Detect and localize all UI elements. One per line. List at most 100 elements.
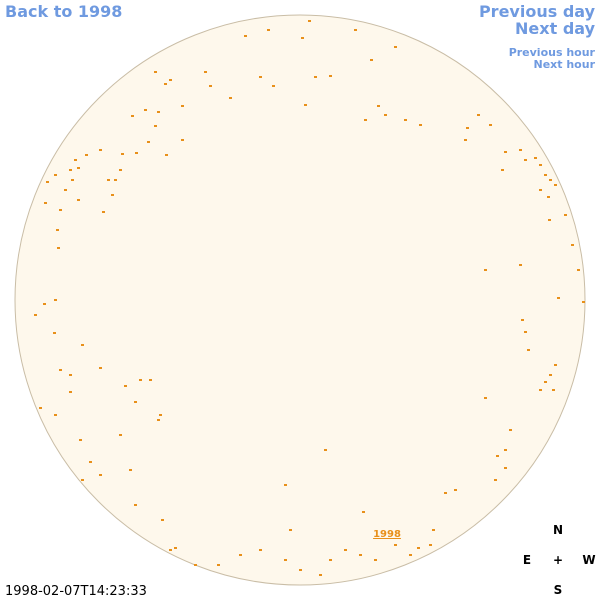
sunspot — [71, 179, 74, 181]
sunspot — [157, 111, 160, 113]
sunspot — [384, 114, 387, 116]
sunspot — [484, 397, 487, 399]
sunspot — [43, 303, 46, 305]
sunspot — [477, 114, 480, 116]
sunspot — [301, 37, 304, 39]
sunspot — [454, 489, 457, 491]
sunspot — [419, 124, 422, 126]
sunspot — [259, 76, 262, 78]
sunspot — [69, 391, 72, 393]
sunspot — [544, 174, 547, 176]
sunspot — [56, 229, 59, 231]
sunspot — [324, 449, 327, 451]
sunspot — [204, 71, 207, 73]
sunspot — [549, 374, 552, 376]
sunspot — [504, 467, 507, 469]
next-day-link[interactable]: Next day — [515, 19, 596, 38]
sunspot — [209, 85, 212, 87]
sunspot — [521, 319, 524, 321]
sunspot — [259, 549, 262, 551]
sunspot — [99, 367, 102, 369]
sunspot — [217, 564, 220, 566]
sunspot — [169, 549, 172, 551]
sunspot — [77, 199, 80, 201]
sunspot — [432, 529, 435, 531]
disk-year-link[interactable]: 1998 — [373, 529, 401, 540]
sunspot — [314, 76, 317, 78]
sunspot — [329, 559, 332, 561]
sunspot — [527, 349, 530, 351]
sunspot — [194, 564, 197, 566]
compass-west: W — [582, 553, 595, 567]
sunspot — [344, 549, 347, 551]
sunspot — [131, 115, 134, 117]
sunspot — [272, 85, 275, 87]
solar-disk — [14, 14, 586, 586]
sunspot — [549, 179, 552, 181]
sunspot — [44, 202, 47, 204]
sunspot — [134, 401, 137, 403]
sunspot — [99, 474, 102, 476]
sunspot — [119, 169, 122, 171]
sunspot — [409, 554, 412, 556]
sunspots — [34, 20, 585, 576]
sunspot — [244, 35, 247, 37]
sunspot — [308, 20, 311, 22]
sunspot — [74, 159, 77, 161]
compass-east: E — [523, 553, 531, 567]
next-hour-link[interactable]: Next hour — [534, 58, 596, 71]
sunspot — [181, 139, 184, 141]
sunspot — [284, 559, 287, 561]
sunspot — [165, 154, 168, 156]
sunspot — [77, 167, 80, 169]
sunspot — [394, 544, 397, 546]
sunspot — [181, 105, 184, 107]
sunspot — [359, 554, 362, 556]
sunspot — [557, 297, 560, 299]
sunspot — [404, 119, 407, 121]
sunspot — [69, 374, 72, 376]
sunspot — [164, 83, 167, 85]
sunspot — [34, 314, 37, 316]
sunspot — [121, 153, 124, 155]
sunspot — [39, 407, 42, 409]
sunspot — [377, 105, 380, 107]
sunspot — [157, 419, 160, 421]
sunspot — [53, 332, 56, 334]
sunspot — [135, 152, 138, 154]
sunspot — [81, 344, 84, 346]
sunspot — [496, 455, 499, 457]
sunspot — [46, 181, 49, 183]
sunspot — [484, 269, 487, 271]
sunspot — [174, 547, 177, 549]
sunspot — [54, 174, 57, 176]
sunspot — [554, 184, 557, 186]
timestamp: 1998-02-07T14:23:33 — [5, 584, 147, 599]
compass-center: + — [553, 553, 563, 567]
compass-north: N — [553, 523, 563, 537]
sunspot — [571, 244, 574, 246]
sunspot — [504, 151, 507, 153]
previous-day-link[interactable]: Previous day — [479, 2, 596, 21]
sunspot — [362, 511, 365, 513]
sunspot — [534, 157, 537, 159]
sunspot — [139, 379, 142, 381]
sunspot — [69, 169, 72, 171]
sunspot — [99, 149, 102, 151]
sunspot — [354, 29, 357, 31]
sunspot — [54, 414, 57, 416]
sunspot — [544, 381, 547, 383]
sunspot — [548, 219, 551, 221]
previous-hour-link[interactable]: Previous hour — [509, 46, 596, 59]
sunspot — [394, 46, 397, 48]
compass-south: S — [554, 583, 563, 597]
sunspot — [239, 554, 242, 556]
sunspot — [417, 547, 420, 549]
sunspot — [329, 75, 332, 77]
sunspot — [81, 479, 84, 481]
sunspot — [89, 461, 92, 463]
sunspot — [289, 529, 292, 531]
sunspot — [577, 269, 580, 271]
sunspot — [539, 189, 542, 191]
back-link[interactable]: Back to 1998 — [5, 2, 122, 21]
